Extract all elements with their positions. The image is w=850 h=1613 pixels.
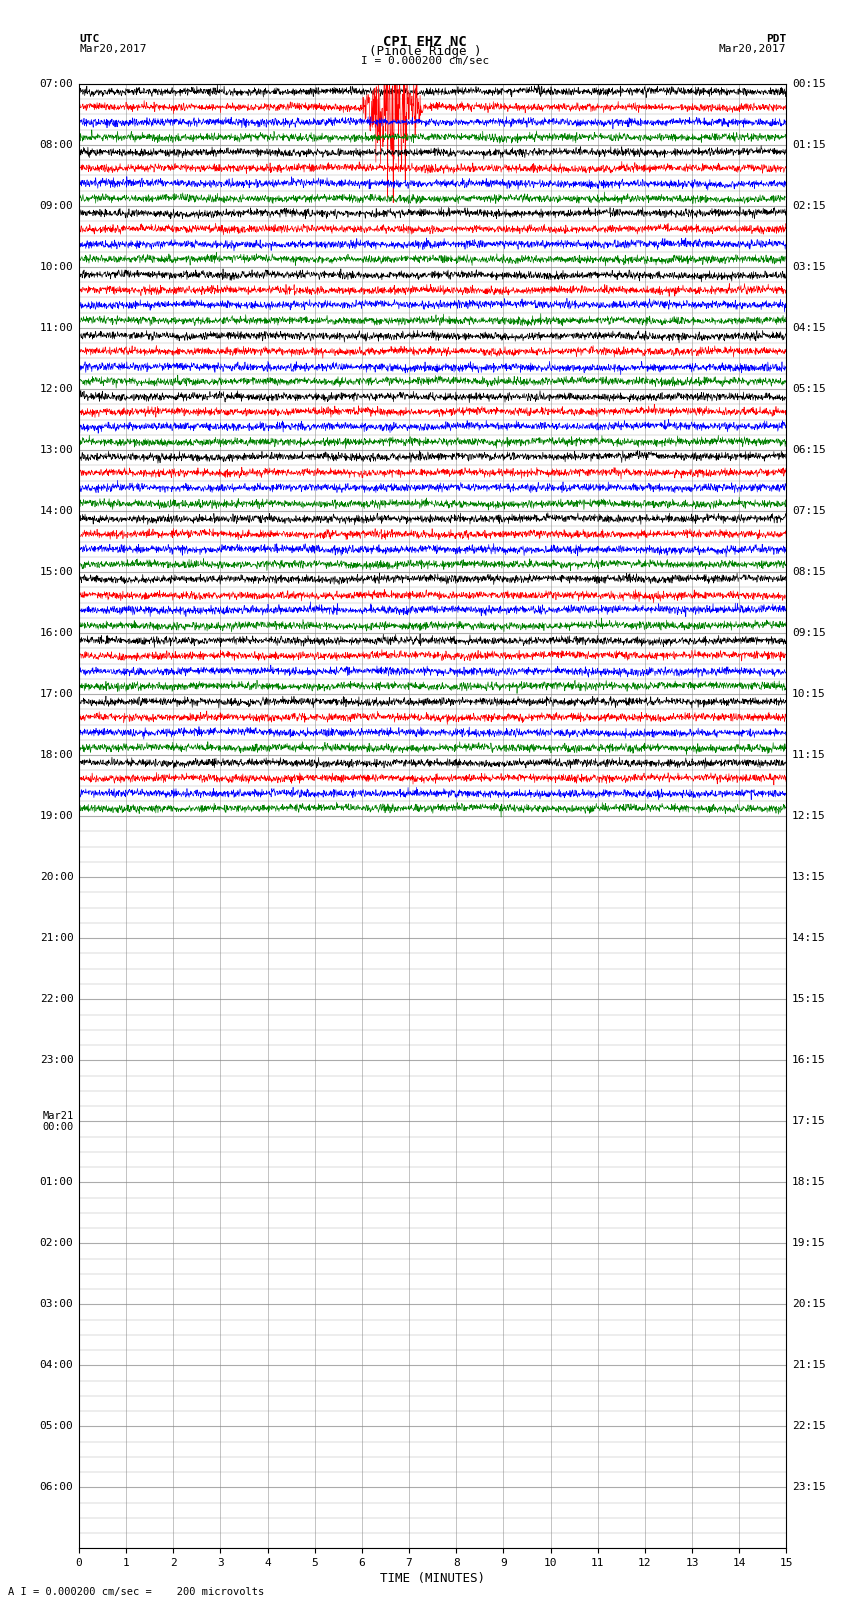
Text: 16:15: 16:15 <box>792 1055 825 1065</box>
Text: 07:00: 07:00 <box>40 79 73 89</box>
Text: 21:00: 21:00 <box>40 934 73 944</box>
Text: 08:15: 08:15 <box>792 568 825 577</box>
Text: 09:00: 09:00 <box>40 202 73 211</box>
Text: 08:00: 08:00 <box>40 140 73 150</box>
Text: Mar20,2017: Mar20,2017 <box>719 44 786 53</box>
Text: 18:00: 18:00 <box>40 750 73 760</box>
X-axis label: TIME (MINUTES): TIME (MINUTES) <box>380 1573 485 1586</box>
Text: PDT: PDT <box>766 34 786 44</box>
Text: Mar20,2017: Mar20,2017 <box>79 44 146 53</box>
Text: 23:15: 23:15 <box>792 1482 825 1492</box>
Text: 21:15: 21:15 <box>792 1360 825 1371</box>
Text: 05:15: 05:15 <box>792 384 825 394</box>
Text: 05:00: 05:00 <box>40 1421 73 1431</box>
Text: 09:15: 09:15 <box>792 627 825 639</box>
Text: 01:15: 01:15 <box>792 140 825 150</box>
Text: 15:00: 15:00 <box>40 568 73 577</box>
Text: 14:00: 14:00 <box>40 506 73 516</box>
Text: 17:15: 17:15 <box>792 1116 825 1126</box>
Text: 02:00: 02:00 <box>40 1239 73 1248</box>
Text: 22:15: 22:15 <box>792 1421 825 1431</box>
Text: 14:15: 14:15 <box>792 934 825 944</box>
Text: 18:15: 18:15 <box>792 1177 825 1187</box>
Text: 00:15: 00:15 <box>792 79 825 89</box>
Text: 19:00: 19:00 <box>40 811 73 821</box>
Text: 02:15: 02:15 <box>792 202 825 211</box>
Text: 12:00: 12:00 <box>40 384 73 394</box>
Text: CPI EHZ NC: CPI EHZ NC <box>383 35 467 50</box>
Text: 19:15: 19:15 <box>792 1239 825 1248</box>
Text: 17:00: 17:00 <box>40 689 73 698</box>
Text: UTC: UTC <box>79 34 99 44</box>
Text: I = 0.000200 cm/sec: I = 0.000200 cm/sec <box>361 56 489 66</box>
Text: 15:15: 15:15 <box>792 994 825 1005</box>
Text: 23:00: 23:00 <box>40 1055 73 1065</box>
Text: 20:15: 20:15 <box>792 1300 825 1310</box>
Text: 06:15: 06:15 <box>792 445 825 455</box>
Text: A I = 0.000200 cm/sec =    200 microvolts: A I = 0.000200 cm/sec = 200 microvolts <box>8 1587 264 1597</box>
Text: 12:15: 12:15 <box>792 811 825 821</box>
Text: 22:00: 22:00 <box>40 994 73 1005</box>
Text: 04:15: 04:15 <box>792 323 825 332</box>
Text: 20:00: 20:00 <box>40 873 73 882</box>
Text: 16:00: 16:00 <box>40 627 73 639</box>
Text: 03:15: 03:15 <box>792 261 825 273</box>
Text: Mar21
00:00: Mar21 00:00 <box>42 1110 73 1132</box>
Text: 01:00: 01:00 <box>40 1177 73 1187</box>
Text: 07:15: 07:15 <box>792 506 825 516</box>
Text: 10:15: 10:15 <box>792 689 825 698</box>
Text: 11:00: 11:00 <box>40 323 73 332</box>
Text: 03:00: 03:00 <box>40 1300 73 1310</box>
Text: 04:00: 04:00 <box>40 1360 73 1371</box>
Text: 11:15: 11:15 <box>792 750 825 760</box>
Text: 13:15: 13:15 <box>792 873 825 882</box>
Text: 10:00: 10:00 <box>40 261 73 273</box>
Text: 13:00: 13:00 <box>40 445 73 455</box>
Text: 06:00: 06:00 <box>40 1482 73 1492</box>
Text: (Pinole Ridge ): (Pinole Ridge ) <box>369 45 481 58</box>
